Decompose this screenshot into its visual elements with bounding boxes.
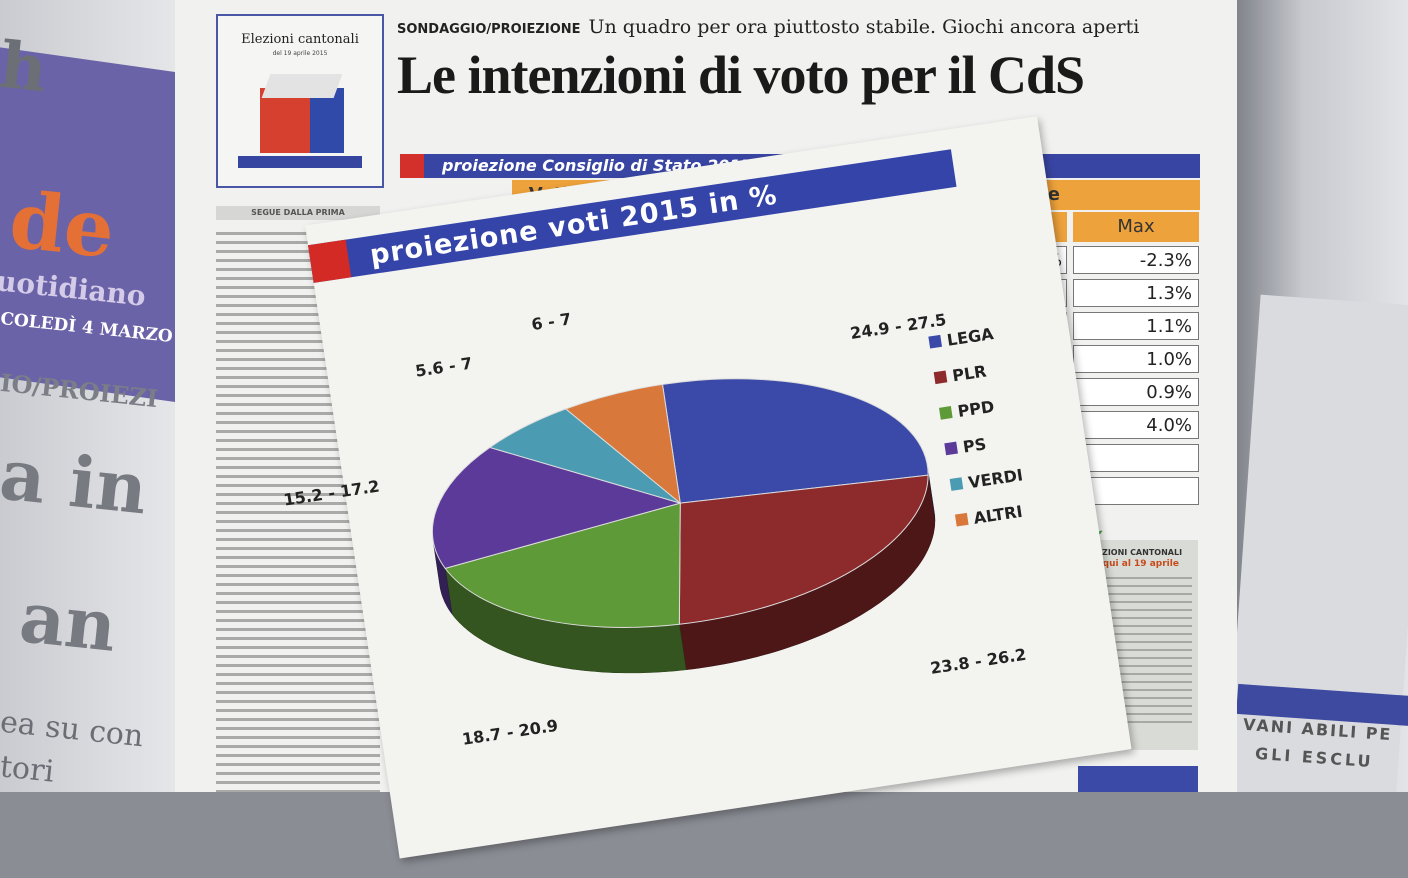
chart-clipping: proiezione voti 2015 in % LEGA PLR PPD PS VE… — [282, 74, 1153, 869]
pie-slice-lega — [661, 378, 929, 504]
table-cell-max: 1.3% — [1073, 279, 1199, 307]
pie-slice-ps — [431, 446, 683, 569]
legend-swatch — [933, 370, 948, 385]
pie-slice-ppd — [444, 502, 681, 628]
background-right-newspaper: VANI ABILI PE GLI ESCLU — [1233, 0, 1408, 792]
ballot-box-icon — [260, 68, 344, 158]
table-cell-max: 1.0% — [1073, 345, 1199, 373]
kicker-label: SONDAGGIO/PROIEZIONE — [397, 22, 581, 37]
background-text: h — [0, 27, 51, 108]
headline: Le intenzioni di voto per il CdS — [397, 45, 1085, 105]
kicker-text: Un quadro per ora piuttosto stabile. Gio… — [588, 16, 1140, 38]
table-header-accent — [400, 154, 424, 178]
segue-label: SEGUE DALLA PRIMA — [216, 206, 380, 220]
table-cell-max: 0.9% — [1073, 378, 1199, 406]
legend-swatch — [954, 512, 969, 527]
legend-label: PS — [961, 433, 988, 457]
background-text: ea su con — [0, 704, 146, 755]
background-text: a in — [0, 432, 152, 531]
table-row-empty — [1003, 444, 1199, 474]
table-max-header: Max — [1003, 212, 1199, 244]
side-box-title: ELEZIONI CANTONALI — [1086, 548, 1183, 557]
pie-chart — [431, 378, 936, 674]
logo-subtitle: del 19 aprile 2015 — [272, 50, 328, 57]
table-max-label: Max — [1073, 212, 1199, 242]
legend-swatch — [949, 477, 964, 491]
kicker: SONDAGGIO/PROIEZIONE Un quadro per ora pi… — [397, 16, 1139, 38]
legend-label: PPD — [956, 396, 996, 421]
pie-slice-plr — [678, 474, 929, 625]
legend-swatch — [939, 406, 953, 420]
legend-swatch — [944, 441, 958, 456]
legend-label: VERDI — [966, 464, 1025, 492]
background-text: tori — [0, 749, 56, 790]
legend-swatch — [928, 334, 943, 349]
background-text: de — [5, 174, 119, 277]
logo-bar — [238, 156, 362, 168]
table-cell-max: -2.3% — [1073, 246, 1199, 274]
legend-label: PLR — [950, 361, 988, 385]
side-box-date: Da qui al 19 aprile — [1086, 559, 1179, 569]
background-left-newspaper: h de uotidiano COLEDÌ 4 MARZO IO/PROIEZI… — [0, 0, 200, 792]
logo-title: Elezioni cantonali — [241, 32, 359, 47]
legend-label: ALTRI — [972, 501, 1024, 528]
background-text: an — [15, 575, 121, 668]
legend-label: LEGA — [945, 323, 995, 350]
elections-logo: Elezioni cantonali del 19 aprile 2015 — [216, 14, 384, 188]
pie-slice-altri — [564, 383, 681, 505]
side-box-footer — [1078, 766, 1198, 792]
table-cell-max: 4.0% — [1073, 411, 1199, 439]
table-cell-max: 1.1% — [1073, 312, 1199, 340]
